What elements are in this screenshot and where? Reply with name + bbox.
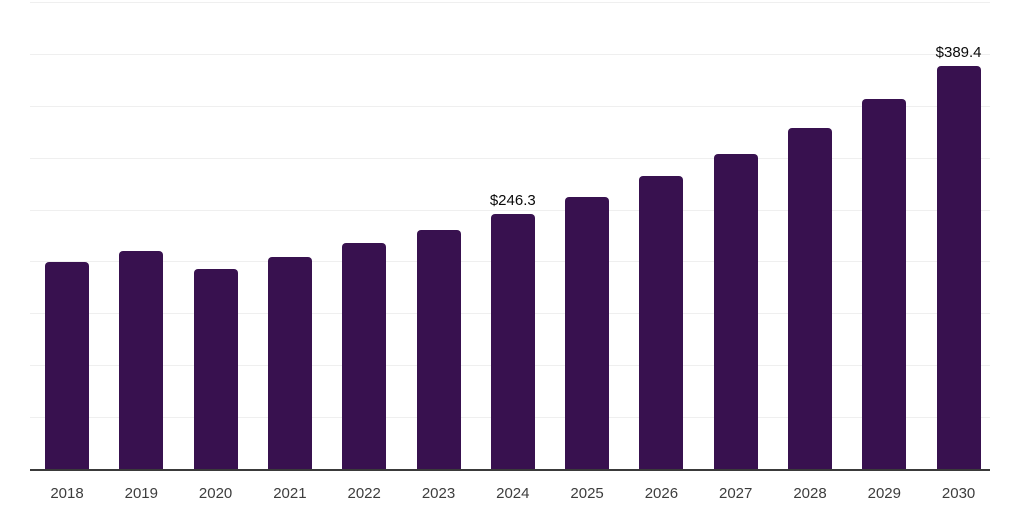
x-tick-2025: 2025 bbox=[570, 485, 604, 502]
x-tick-2019: 2019 bbox=[124, 485, 158, 502]
x-tick-2023: 2023 bbox=[421, 485, 456, 502]
gridline-250 bbox=[30, 209, 990, 211]
x-tick-2020: 2020 bbox=[198, 485, 233, 502]
x-tick-2029: 2029 bbox=[867, 485, 901, 502]
bar-2028 bbox=[788, 127, 832, 470]
bar-2023 bbox=[416, 230, 461, 470]
bar-2027 bbox=[713, 154, 758, 470]
bar-2025 bbox=[565, 196, 610, 470]
bar-2024 bbox=[490, 214, 535, 470]
bar-2020 bbox=[193, 269, 238, 470]
gridline-300 bbox=[30, 157, 990, 159]
value-label-2030: $389.4 bbox=[935, 43, 982, 61]
x-axis-line bbox=[30, 469, 990, 471]
bar-2029 bbox=[862, 98, 907, 470]
gridline-450 bbox=[30, 2, 990, 3]
x-tick-2026: 2026 bbox=[644, 485, 679, 502]
bar-2021 bbox=[267, 257, 312, 470]
bar-2030 bbox=[936, 65, 981, 470]
gridline-350 bbox=[30, 105, 990, 107]
gridline-400 bbox=[30, 53, 990, 55]
x-tick-2021: 2021 bbox=[273, 485, 307, 502]
x-tick-2022: 2022 bbox=[347, 485, 381, 502]
bar-2018 bbox=[45, 262, 89, 470]
x-tick-2030: 2030 bbox=[941, 485, 976, 502]
bar-2022 bbox=[342, 243, 387, 470]
x-tick-2018: 2018 bbox=[50, 485, 84, 502]
bar-2019 bbox=[119, 251, 164, 470]
x-tick-2024: 2024 bbox=[496, 485, 530, 502]
bar-2026 bbox=[639, 176, 684, 470]
x-tick-2028: 2028 bbox=[793, 485, 827, 502]
value-label-2024: $246.3 bbox=[489, 192, 536, 210]
x-tick-2027: 2027 bbox=[719, 485, 753, 502]
plot-area: 2018 2019 2020 2021 2022 2023 $246.3 2024 2025 20… bbox=[30, 2, 990, 502]
